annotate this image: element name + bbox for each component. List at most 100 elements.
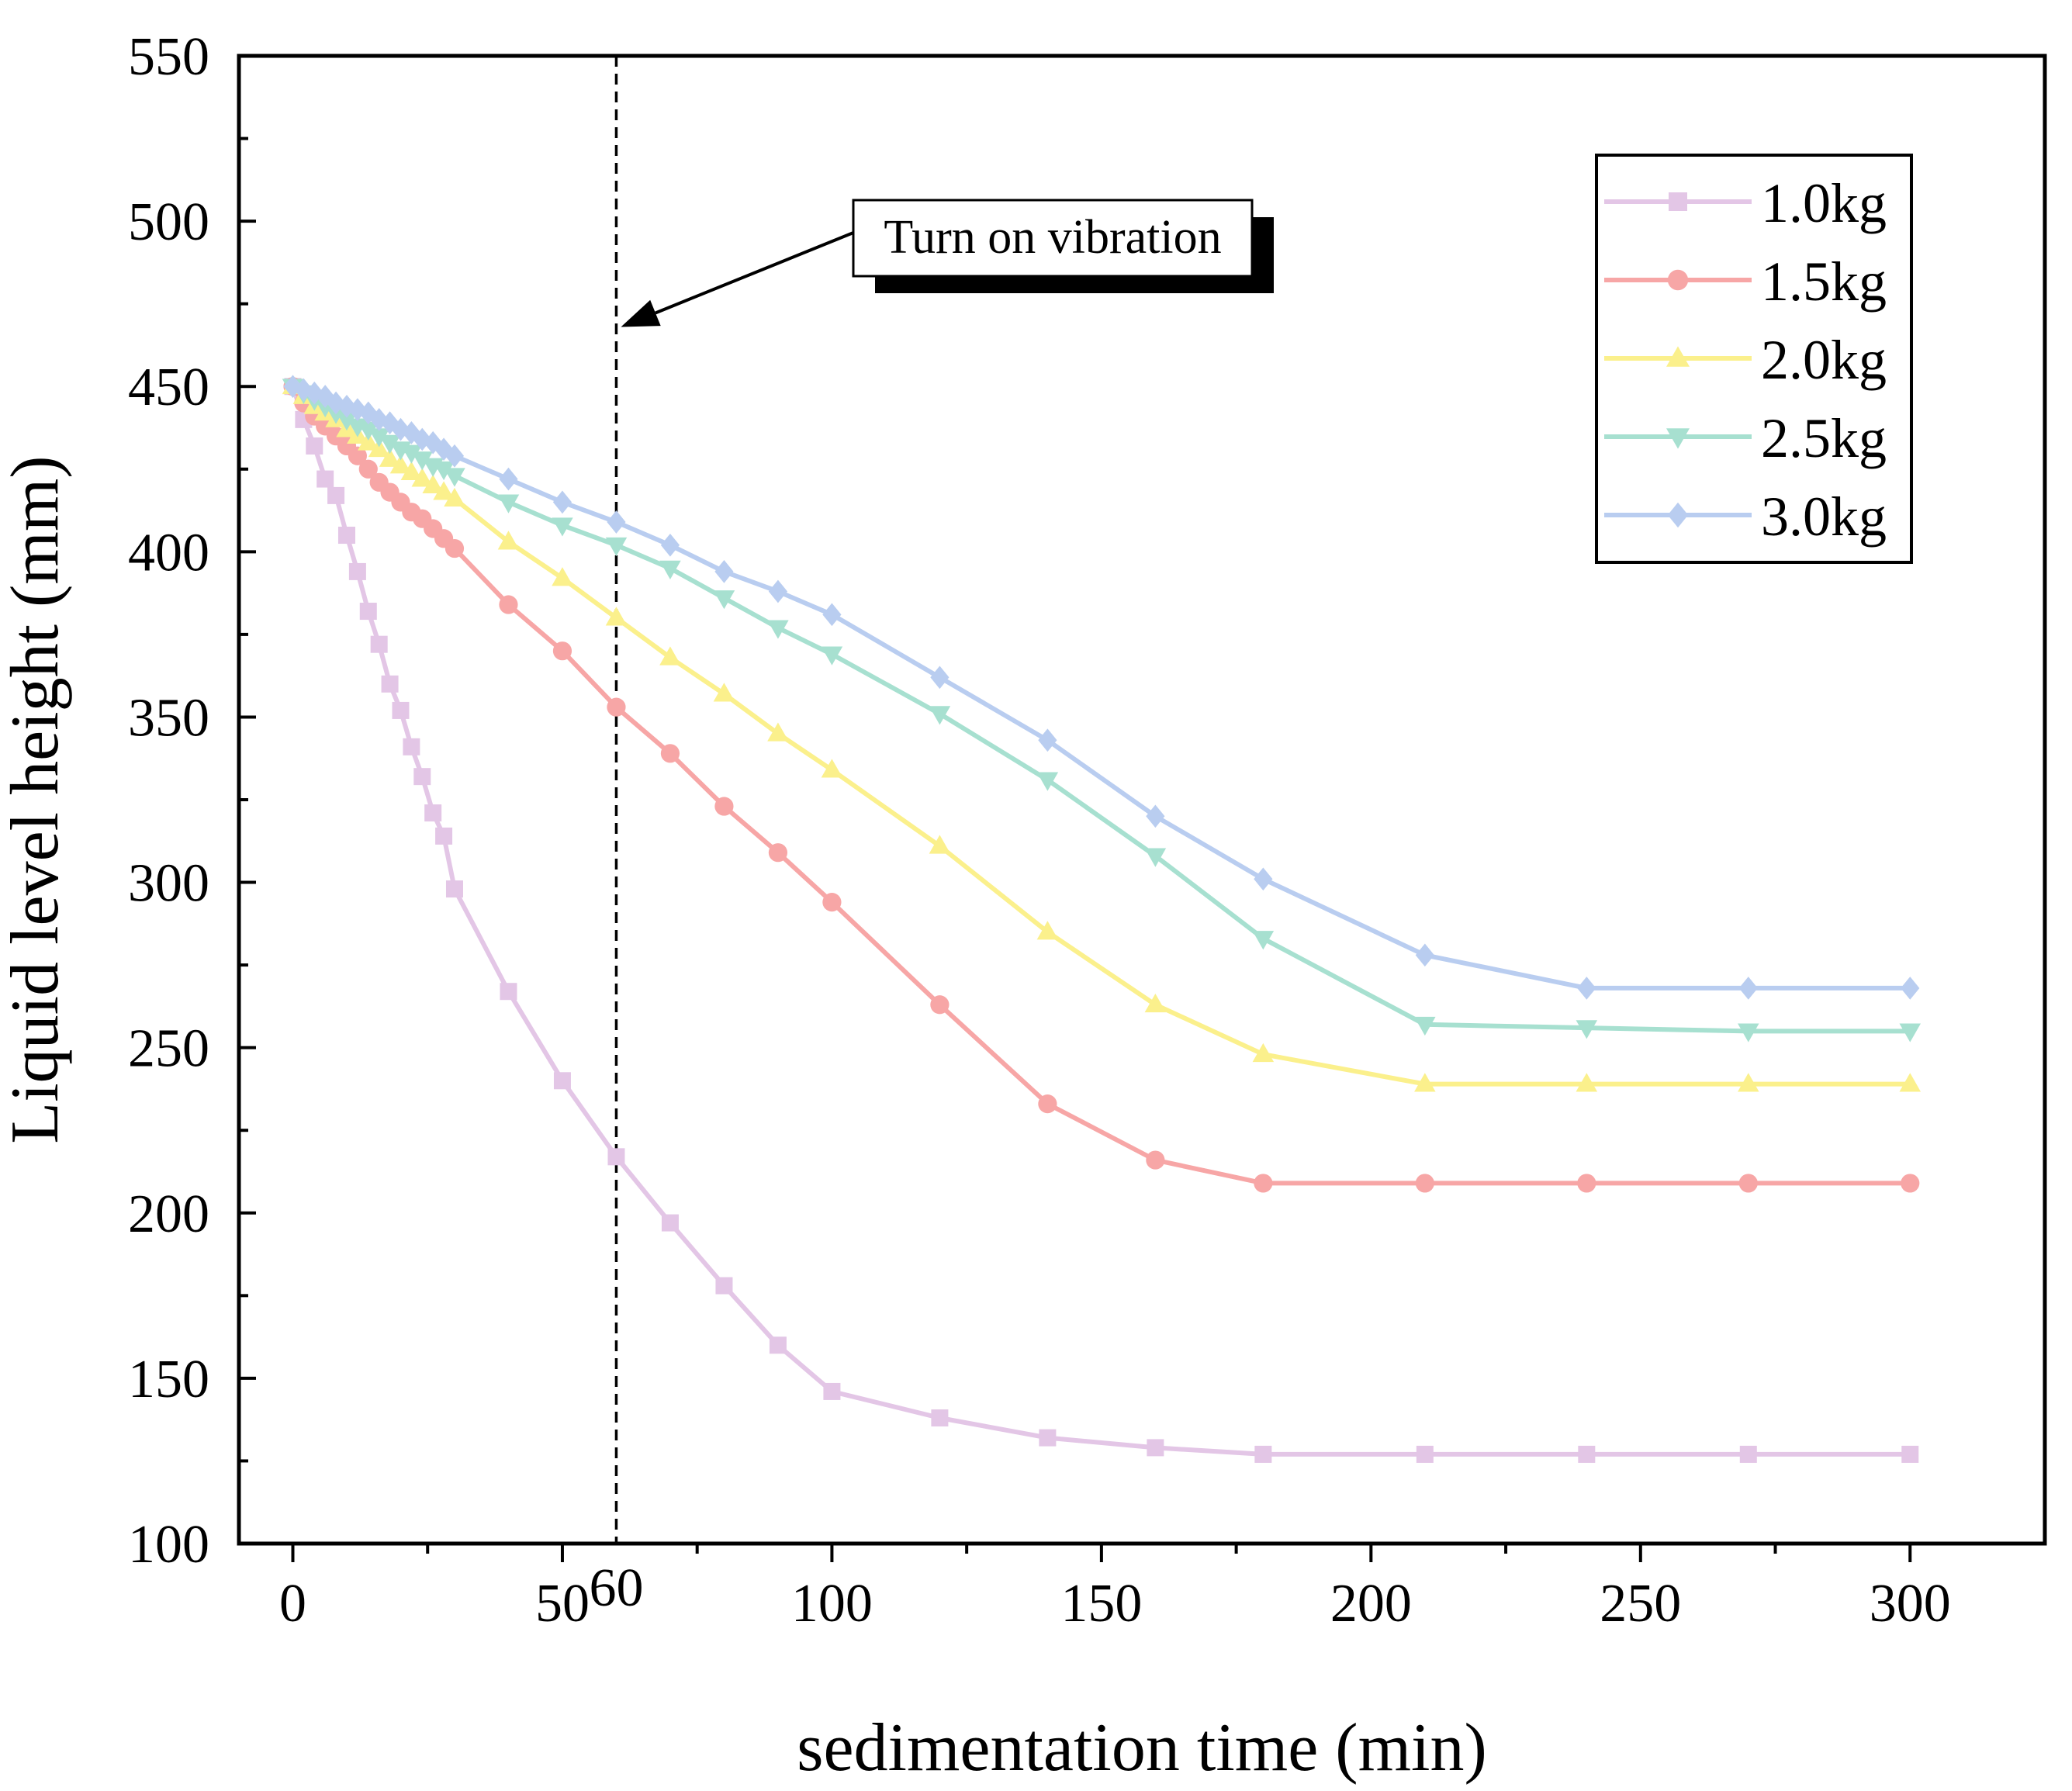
legend-label: 2.0kg (1761, 329, 1887, 391)
data-point (392, 701, 410, 719)
data-point (660, 533, 680, 557)
data-point (500, 983, 517, 1001)
data-point (499, 467, 518, 491)
x-axis-ticks: 0 50 100 150 200 250 300 (279, 1544, 1951, 1634)
data-point (1144, 848, 1167, 867)
data-point (714, 560, 734, 583)
data-point (413, 427, 432, 451)
data-point (358, 421, 379, 441)
data-point (1414, 1016, 1436, 1036)
data-point (1416, 1445, 1434, 1463)
x-tick-label: 0 (279, 1574, 306, 1634)
legend-entry: 1.0kg (1604, 172, 1887, 234)
y-tick-label: 200 (128, 1184, 209, 1244)
data-point (379, 448, 401, 467)
x-axis-title: sedimentation time (min) (797, 1710, 1487, 1786)
data-point (1666, 346, 1690, 367)
y-tick-label: 350 (128, 688, 209, 748)
data-point (379, 434, 401, 454)
data-point (1901, 1445, 1919, 1463)
data-point (337, 527, 355, 545)
x-tick-label: 200 (1330, 1574, 1412, 1634)
data-point (607, 1148, 625, 1166)
data-point (822, 603, 842, 627)
data-point (348, 562, 366, 580)
data-point (1144, 993, 1167, 1013)
y-tick-label: 300 (128, 854, 209, 914)
data-point (433, 481, 455, 500)
data-point (402, 421, 421, 444)
x-tick-label: 250 (1600, 1574, 1681, 1634)
data-point (930, 995, 950, 1015)
data-point (1739, 1445, 1757, 1463)
data-point (767, 722, 789, 742)
data-point (1669, 192, 1687, 211)
x-tick-label: 300 (1870, 1574, 1951, 1634)
data-point (336, 411, 358, 431)
legend: 1.0kg 1.5kg 2.0kg 2.5kg 3.0kg (1595, 154, 1913, 564)
data-point (370, 635, 388, 653)
annotation: Turn on vibration (621, 199, 1274, 327)
data-point (607, 510, 626, 534)
data-point (661, 1214, 679, 1232)
data-point (411, 451, 434, 471)
data-point (1254, 1445, 1272, 1463)
data-point (929, 706, 951, 725)
data-point (435, 827, 453, 845)
data-point (1666, 428, 1690, 449)
data-point (444, 538, 465, 558)
annotation-arrow (655, 231, 854, 315)
annotation-text: Turn on vibration (884, 211, 1221, 264)
data-point (497, 494, 520, 513)
legend-entry: 3.0kg (1604, 486, 1887, 548)
data-point (1667, 269, 1689, 291)
data-point (1036, 772, 1059, 791)
data-point (714, 797, 734, 816)
data-point (327, 486, 345, 504)
data-point (306, 437, 323, 455)
data-point (1899, 1073, 1922, 1092)
data-point (768, 843, 788, 863)
data-point (659, 560, 681, 579)
data-point (1576, 1020, 1598, 1039)
data-point (1667, 502, 1689, 528)
legend-label: 3.0kg (1761, 486, 1887, 548)
data-point (1414, 1073, 1436, 1092)
data-point (337, 394, 357, 418)
data-point (1901, 1174, 1920, 1193)
legend-label: 1.0kg (1761, 172, 1887, 234)
data-point (607, 697, 626, 717)
x-tick-label: 50 (535, 1574, 590, 1634)
y-tick-label: 550 (128, 27, 209, 87)
data-point (1038, 728, 1057, 752)
data-point (1738, 977, 1758, 1000)
data-point (348, 446, 367, 465)
data-point (1738, 1174, 1758, 1193)
data-point (403, 738, 420, 755)
data-point (411, 468, 434, 487)
series-layer (282, 375, 1922, 1463)
data-point (1738, 1073, 1759, 1092)
data-point (660, 744, 680, 763)
data-point (422, 474, 444, 493)
plot-frame (237, 54, 2047, 1546)
data-point (1576, 1073, 1598, 1092)
y-tick-label: 400 (128, 523, 209, 583)
data-point (317, 470, 334, 488)
data-point (1577, 1174, 1596, 1193)
data-point (445, 880, 463, 898)
data-point (1252, 931, 1275, 950)
data-point (316, 385, 335, 408)
data-point (821, 759, 843, 778)
data-point (1038, 1094, 1057, 1114)
data-point (822, 893, 842, 912)
data-point (768, 579, 788, 603)
data-point (400, 444, 423, 464)
data-point (1254, 867, 1273, 891)
data-point (1146, 1150, 1165, 1170)
series-3.0kg (283, 375, 1920, 1000)
legend-entry: 1.5kg (1604, 251, 1887, 313)
data-point (823, 1382, 841, 1400)
data-point (444, 444, 465, 468)
data-point (424, 804, 442, 822)
